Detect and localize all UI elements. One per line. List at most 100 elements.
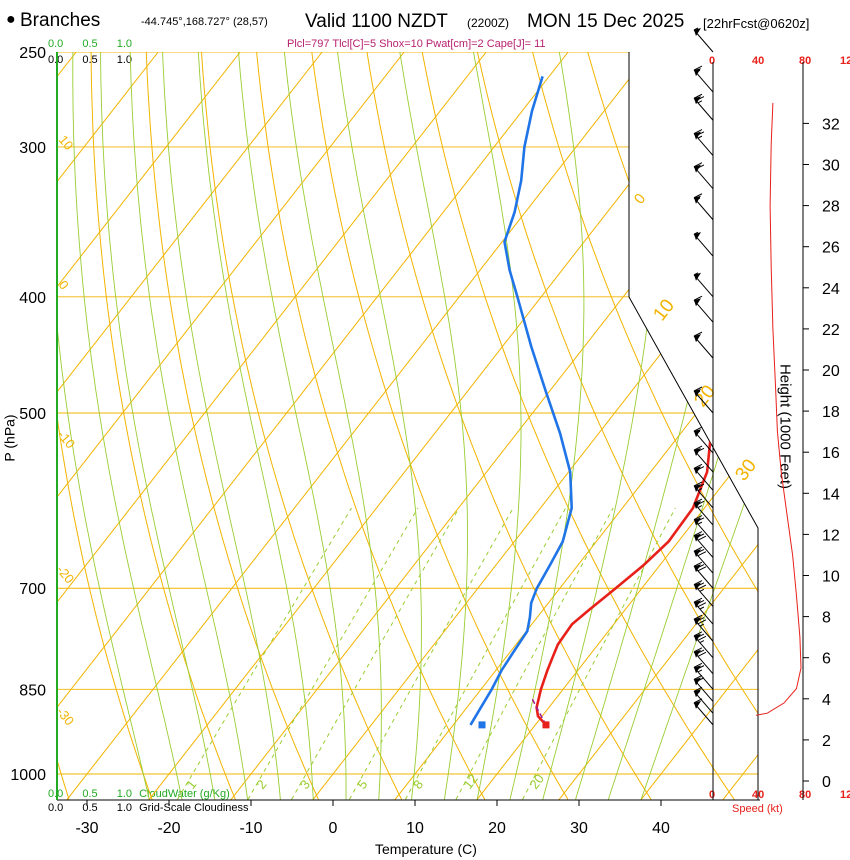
wind-barb-half-feather [693, 231, 699, 235]
utc-time: (2200Z) [467, 16, 510, 30]
wind-barb [693, 614, 714, 642]
dry-adiabat-line [145, 52, 319, 800]
wind-barb [693, 27, 714, 53]
wind-barb-flag [694, 429, 701, 438]
wind-barb-flag [694, 68, 701, 77]
isotherm-label: 30 [731, 455, 761, 485]
wind-barb-flag [694, 164, 701, 173]
dry-adiabat-line [254, 52, 486, 800]
height-tick-label: 14 [822, 486, 840, 503]
temperature-tick-label: 40 [652, 820, 670, 837]
isotherm-line [57, 52, 487, 800]
speed-axis-label: Speed (kt) [732, 803, 783, 815]
moist-adiabat-line [57, 52, 150, 800]
wind-barb-flag [694, 700, 701, 709]
wind-barb-flag [694, 272, 701, 281]
wind-barb [693, 546, 714, 574]
dewpoint-surface-marker [478, 721, 486, 729]
wind-barb-flag [694, 28, 701, 36]
height-tick-label: 20 [822, 363, 840, 380]
moist-adiabat-line [197, 52, 314, 800]
moist-adiabat-line [100, 52, 216, 800]
mixing-ratio-line [348, 507, 514, 800]
wind-barb-feather [693, 597, 703, 603]
height-tick-label: 24 [822, 281, 840, 298]
wind-barb [693, 93, 714, 121]
valid-time: Valid 1100 NZDT [305, 11, 448, 32]
pressure-tick-label: 400 [19, 290, 46, 307]
dry-adiabat-label: 0 [56, 277, 72, 292]
dry-adiabat-line [57, 52, 153, 800]
wind-barb [693, 272, 714, 298]
cloud-water-tick: 0.5 [82, 38, 98, 50]
height-tick-label: 26 [822, 240, 840, 257]
wind-barb [693, 498, 714, 526]
wind-barb [693, 675, 714, 702]
wind-barb-feather [693, 546, 703, 552]
wind-barb-feather [693, 426, 703, 432]
background-grid: 1 2 3 5 8 12 20 [57, 52, 758, 800]
wind-barb-feather [693, 647, 703, 653]
wind-barb [693, 193, 714, 221]
isotherm-line [473, 52, 758, 800]
height-tick-label: 4 [822, 692, 831, 709]
temperature-tick-label: 30 [570, 820, 588, 837]
title-bar: ● Branches -44.745°,168.727° (28,57) Val… [0, 0, 850, 40]
cloud-cover-tick: 1.0 [116, 802, 133, 814]
wind-barb-feather [693, 686, 703, 692]
wind-barb-feather [697, 635, 707, 641]
pressure-tick-label: 500 [19, 406, 46, 423]
cloud-water-tick: 0.0 [48, 38, 64, 50]
speed-tick: 80 [799, 55, 812, 67]
wind-barb [693, 597, 714, 625]
forecast-date: MON 15 Dec 2025 [527, 11, 685, 32]
dry-adiabat-line [363, 52, 652, 800]
moist-adiabat-line [283, 52, 382, 800]
speed-tick: 0 [709, 55, 716, 67]
height-tick-label: 6 [822, 651, 831, 668]
wind-barb-feather [693, 386, 703, 392]
wind-barb-half-feather [697, 488, 703, 491]
wind-barb-feather [693, 463, 703, 469]
pressure-tick-label: 250 [19, 45, 46, 62]
dry-adiabat-line [581, 52, 758, 800]
height-tick-label: 30 [822, 158, 840, 175]
speed-tick: 40 [752, 55, 765, 67]
dry-adiabat-line [472, 52, 758, 800]
wind-barb-half-feather [697, 100, 703, 104]
location-coords: -44.745°,168.727° (28,57) [141, 16, 268, 28]
cloud-cover-label: Grid-Scale Cloudiness [139, 802, 249, 814]
plot-boundary [56, 52, 760, 801]
stability-indices: Plcl=797 Tlcl[C]=5 Shox=10 Pwat[cm]=2 Ca… [287, 38, 546, 50]
wind-barb-flag [694, 298, 701, 307]
wind-barb-flag [694, 466, 701, 475]
wind-barb-flag [694, 232, 701, 241]
height-tick-label: 16 [822, 445, 840, 462]
wind-barb-flag [694, 533, 701, 542]
wind-barb [693, 481, 714, 509]
mixing-ratio-line [247, 507, 419, 800]
wind-barb [693, 129, 714, 156]
temperature-tick-label: 10 [406, 820, 424, 837]
isotherm-line [57, 52, 241, 800]
wind-barb-flag [694, 600, 701, 609]
wind-speed-profile [755, 102, 802, 716]
wind-barb [693, 231, 714, 257]
wind-barbs [693, 27, 714, 726]
wind-barb-feather [693, 193, 703, 199]
dry-adiabat-label: -10 [55, 427, 79, 451]
moist-adiabat-line [337, 52, 422, 800]
wind-barb-feather [697, 566, 707, 572]
forecast-run: [22hrFcst@0620z] [703, 16, 810, 31]
wind-barb-flag [694, 689, 701, 698]
wind-barb-flag [694, 549, 701, 558]
wind-barb-half-feather [699, 588, 705, 592]
dry-adiabat-line [199, 52, 403, 800]
axes: 0102030100-10-20-30250300400500700850100… [10, 45, 839, 837]
isotherm-line [555, 52, 758, 800]
mixing-ratio-label: 5 [354, 777, 370, 792]
wind-barb [693, 331, 714, 359]
moist-adiabat-line [640, 52, 758, 800]
wind-barb [693, 426, 714, 454]
